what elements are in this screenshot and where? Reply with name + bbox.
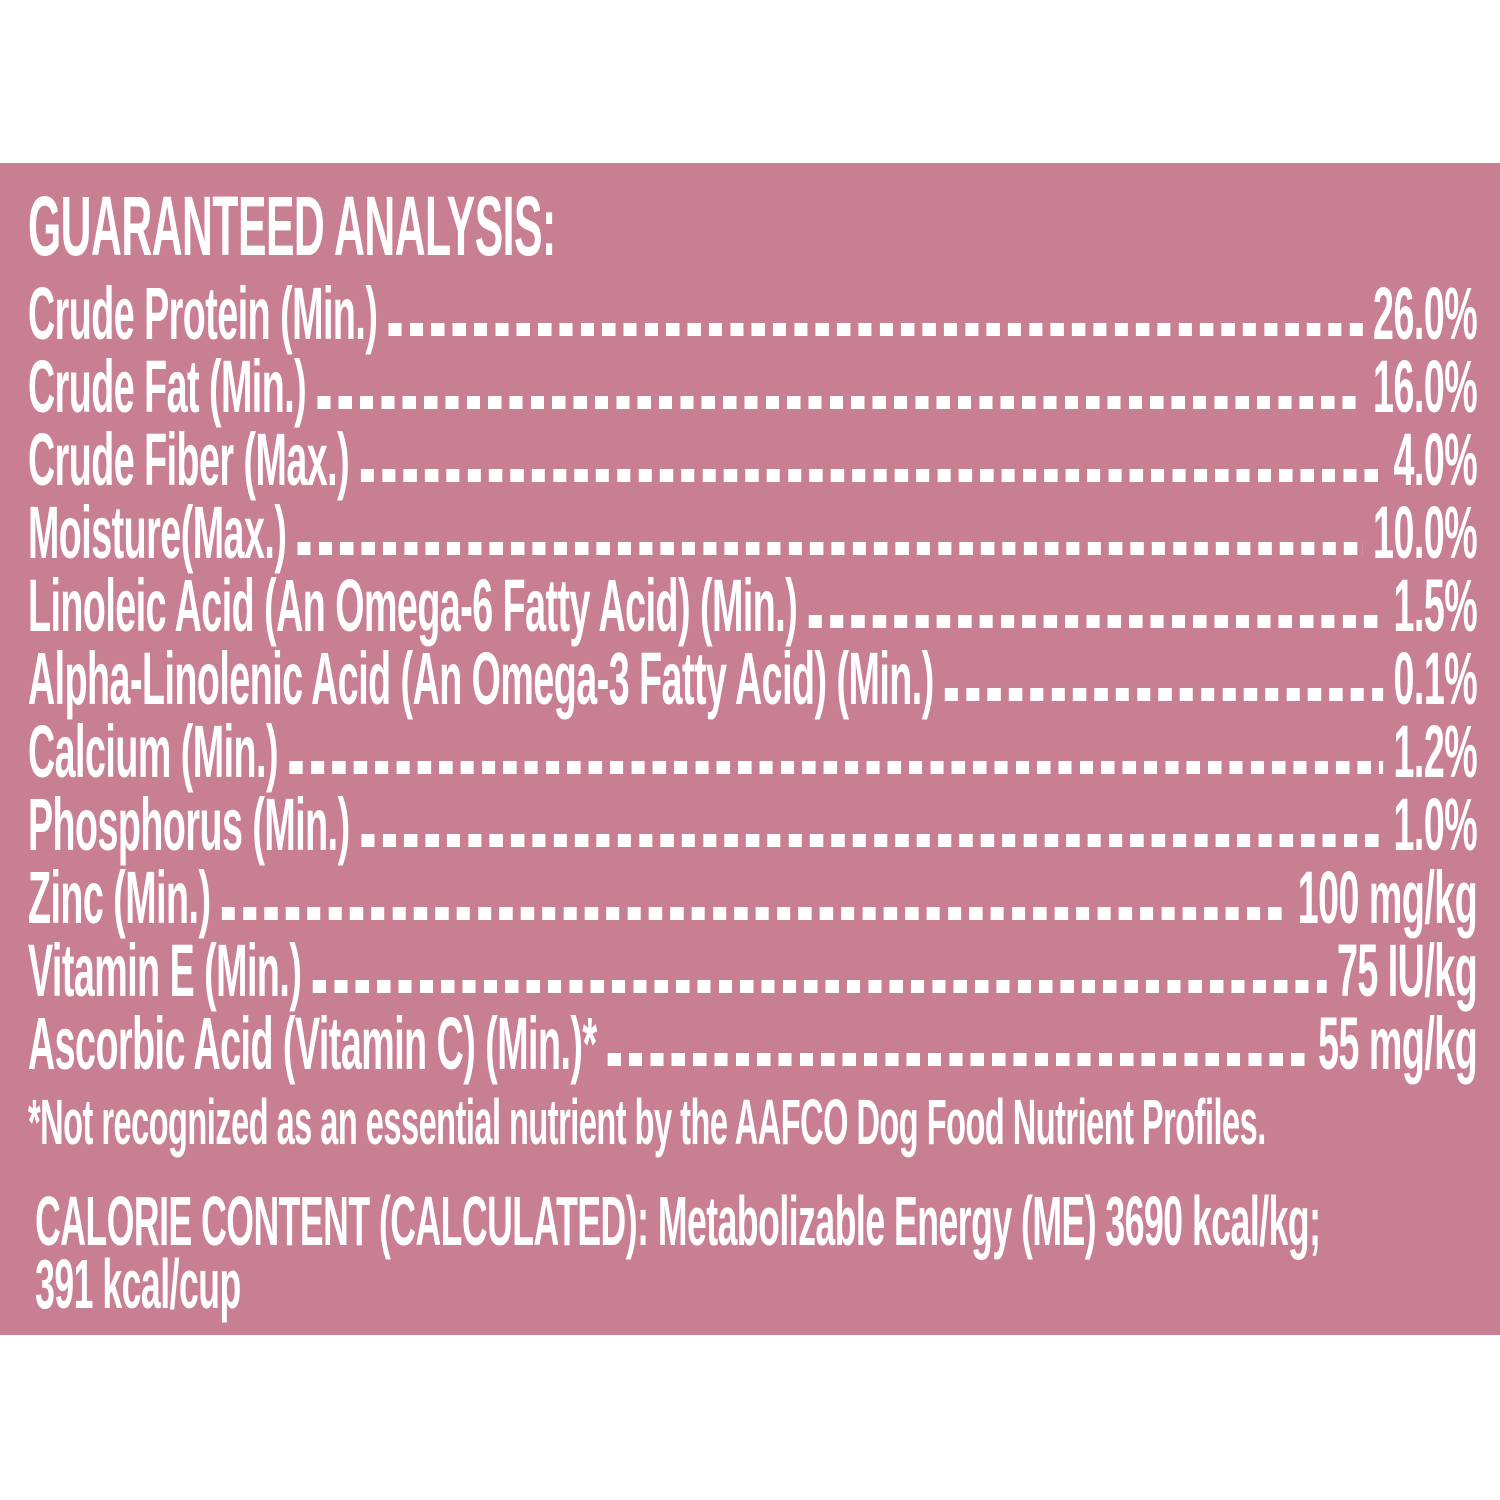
dot-leader <box>944 688 1384 701</box>
panel-content: GUARANTEED ANALYSIS: Crude Protein (Min.… <box>0 163 1500 1319</box>
nutrient-label: Linoleic Acid (An Omega-6 Fatty Acid) (M… <box>27 564 798 647</box>
nutrient-label: Moisture(Max.) <box>27 491 287 574</box>
analysis-row: Zinc (Min.) 100 mg/kg <box>27 856 1478 939</box>
nutrient-label: Crude Protein (Min.) <box>27 272 378 355</box>
dot-leader <box>360 834 1384 847</box>
nutrient-value: 1.2% <box>1393 710 1478 793</box>
nutrient-label: Ascorbic Acid (Vitamin C) (Min.)* <box>27 1002 597 1085</box>
nutrient-value: 4.0% <box>1393 418 1478 501</box>
nutrient-value: 10.0% <box>1373 491 1478 574</box>
nutrient-value: 100 mg/kg <box>1297 856 1478 939</box>
dot-leader <box>221 907 1288 920</box>
dot-leader <box>317 396 1363 409</box>
nutrient-label: Vitamin E (Min.) <box>27 929 302 1012</box>
dot-leader <box>388 323 1363 336</box>
analysis-row: Crude Protein (Min.) 26.0% <box>27 272 1478 355</box>
dot-leader <box>297 542 1363 555</box>
analysis-row: Moisture(Max.) 10.0% <box>27 491 1478 574</box>
nutrient-value: 16.0% <box>1373 345 1478 428</box>
nutrient-value: 26.0% <box>1373 272 1478 355</box>
calorie-content: CALORIE CONTENT (CALCULATED): Metaboliza… <box>35 1186 1477 1319</box>
analysis-row: Alpha-Linolenic Acid (An Omega-3 Fatty A… <box>27 637 1478 720</box>
nutrient-value: 1.5% <box>1393 564 1478 647</box>
analysis-row: Linoleic Acid (An Omega-6 Fatty Acid) (M… <box>27 564 1478 647</box>
panel-title: GUARANTEED ANALYSIS: <box>27 179 556 273</box>
analysis-table: Crude Protein (Min.) 26.0% Crude Fat (Mi… <box>27 272 1478 1085</box>
dot-leader <box>289 761 1384 774</box>
analysis-row: Crude Fat (Min.) 16.0% <box>27 345 1478 428</box>
calorie-line-1: CALORIE CONTENT (CALCULATED): Metaboliza… <box>35 1182 1321 1260</box>
nutrient-label: Crude Fiber (Max.) <box>27 418 350 501</box>
calorie-line-2: 391 kcal/cup <box>35 1245 241 1323</box>
dot-leader <box>312 980 1327 993</box>
aafco-footnote: *Not recognized as an essential nutrient… <box>27 1086 1266 1158</box>
analysis-row: Ascorbic Acid (Vitamin C) (Min.)* 55 mg/… <box>27 1002 1478 1085</box>
nutrient-value: 55 mg/kg <box>1318 1002 1478 1085</box>
analysis-row: Calcium (Min.) 1.2% <box>27 710 1478 793</box>
nutrient-label: Zinc (Min.) <box>27 856 211 939</box>
analysis-row: Crude Fiber (Max.) 4.0% <box>27 418 1478 501</box>
dot-leader <box>607 1053 1308 1066</box>
nutrient-value: 1.0% <box>1393 783 1478 866</box>
dot-leader <box>808 615 1384 628</box>
guaranteed-analysis-panel: GUARANTEED ANALYSIS: Crude Protein (Min.… <box>0 163 1500 1335</box>
dot-leader <box>360 469 1384 482</box>
nutrient-label: Alpha-Linolenic Acid (An Omega-3 Fatty A… <box>27 637 934 720</box>
nutrient-value: 75 IU/kg <box>1336 929 1478 1012</box>
nutrient-label: Calcium (Min.) <box>27 710 279 793</box>
nutrient-label: Phosphorus (Min.) <box>27 783 350 866</box>
analysis-row: Phosphorus (Min.) 1.0% <box>27 783 1478 866</box>
nutrient-label: Crude Fat (Min.) <box>27 345 307 428</box>
analysis-row: Vitamin E (Min.) 75 IU/kg <box>27 929 1478 1012</box>
nutrient-value: 0.1% <box>1393 637 1478 720</box>
